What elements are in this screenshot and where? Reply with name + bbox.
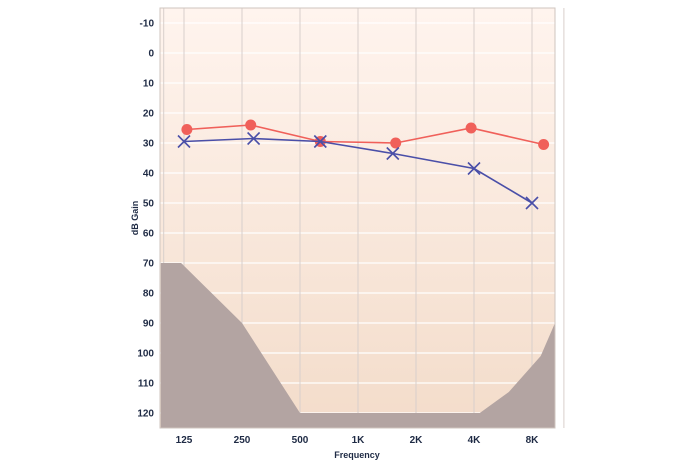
data-point-x — [177, 134, 191, 149]
series-line-1 — [183, 137, 533, 204]
x-stroke — [467, 161, 481, 176]
shaded-region — [160, 263, 556, 428]
data-point-circle — [245, 119, 257, 131]
series-layer — [177, 119, 550, 210]
y-tick-labels: -10 0 10 20 30 40 50 60 70 80 90 100 110 120 — [137, 19, 154, 420]
x-tick-label: 125 — [176, 435, 193, 446]
data-point-x — [467, 161, 481, 176]
y-tick-label: 60 — [143, 229, 155, 240]
y-tick-label: 10 — [143, 79, 155, 90]
y-tick-label: 20 — [143, 109, 155, 120]
x-tick-label: 4K — [468, 435, 482, 446]
x-stroke — [386, 146, 400, 161]
data-point-x — [247, 131, 261, 146]
x-tick-label: 8K — [526, 435, 540, 446]
x-tick-label: 500 — [292, 435, 309, 446]
data-point-circle — [465, 122, 477, 134]
y-tick-label: 30 — [143, 139, 155, 150]
y-tick-label: 80 — [143, 289, 155, 300]
series-line-0 — [186, 124, 544, 146]
y-tick-label: 40 — [143, 169, 155, 180]
x-tick-label: 1K — [352, 435, 366, 446]
x-tick-label: 250 — [234, 435, 251, 446]
y-tick-label: 70 — [143, 259, 155, 270]
grid — [160, 8, 565, 428]
x-tick-label: 2K — [410, 435, 424, 446]
y-tick-label: 110 — [138, 379, 155, 390]
y-tick-label: 100 — [137, 349, 154, 360]
plot-border — [159, 7, 556, 429]
data-point-x — [525, 196, 539, 210]
data-point-circle — [181, 124, 193, 135]
y-axis-title: dB Gain — [130, 201, 140, 236]
data-point-circle — [538, 139, 550, 150]
y-tick-label: 90 — [143, 319, 155, 330]
x-stroke — [177, 134, 191, 149]
y-tick-label: 120 — [137, 409, 154, 420]
x-tick-labels: 125 250 500 1K 2K 4K 8K — [176, 435, 540, 446]
x-stroke — [525, 196, 539, 210]
x-axis-title: Frequency — [334, 450, 380, 460]
y-tick-label: 0 — [148, 49, 154, 60]
y-tick-label: 50 — [143, 199, 155, 210]
x-stroke — [247, 131, 261, 146]
data-point-x — [313, 134, 327, 149]
y-tick-label: -10 — [140, 19, 155, 30]
x-stroke — [313, 134, 327, 149]
data-point-x — [386, 146, 400, 161]
data-point-circle — [390, 137, 402, 149]
